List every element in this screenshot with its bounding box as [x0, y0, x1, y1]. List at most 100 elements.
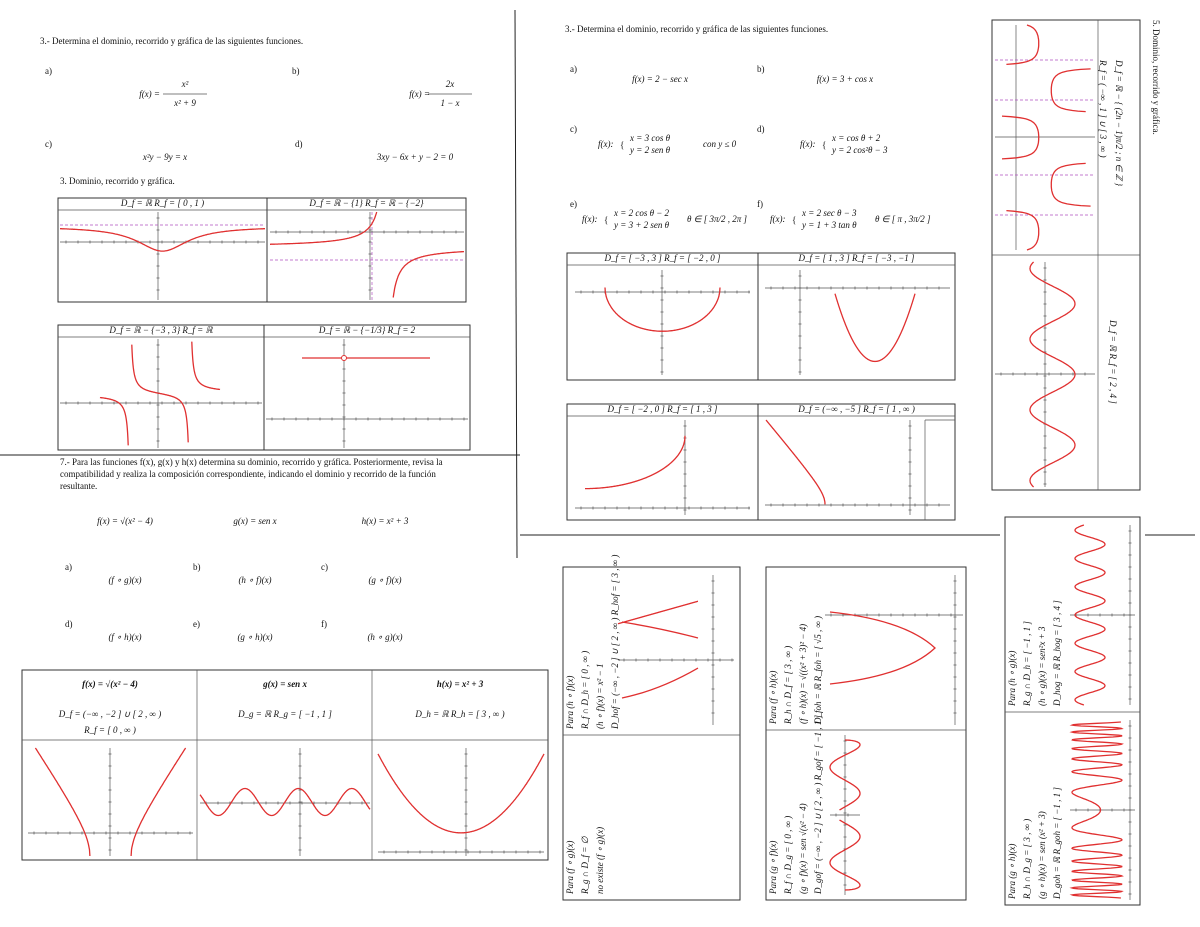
brace: {	[822, 140, 826, 150]
text: (f ∘ h)(x) = √((x² + 3)² − 4)	[798, 624, 808, 724]
text: Para (h ∘ g)(x)	[1007, 651, 1017, 707]
text: 1 − x	[440, 98, 459, 108]
text: R_g ∩ D_f = ∅	[580, 835, 590, 895]
text: Para (f ∘ g)(x)	[565, 841, 575, 895]
text: x² + 9	[173, 98, 196, 108]
text: a)	[45, 66, 52, 76]
text: f(x):	[582, 214, 598, 224]
text: x = 2 cos θ − 2	[613, 208, 670, 218]
text: R_f ∩ D_h = [ 0 , ∞ )	[580, 651, 590, 730]
curve	[585, 435, 686, 490]
text: D_f = ℝ R_f = [ 0 , 1 )	[120, 198, 204, 208]
text: f(x) = 3 + cos x	[817, 74, 873, 84]
text: D_f = ℝ R_f = [ 2 , 4 ]	[1108, 319, 1118, 404]
text: h(x) = x² + 3	[362, 516, 409, 526]
text: (f ∘ h)(x)	[108, 632, 141, 642]
panel	[566, 252, 759, 381]
panel	[21, 669, 549, 861]
text: R_f ∩ D_g = [ 0 , ∞ )	[783, 816, 793, 895]
panel	[562, 566, 741, 901]
text: d)	[65, 619, 73, 629]
text: x = 2 sec θ − 3	[801, 208, 857, 218]
text: b)	[757, 64, 765, 74]
brace: {	[620, 140, 624, 150]
curve	[99, 341, 221, 446]
text: x = cos θ + 2	[831, 133, 881, 143]
text: θ ∈ [ 3π/2 , 2π ]	[687, 214, 748, 224]
brace: {	[604, 215, 608, 225]
text: x²y − 9y = x	[142, 152, 187, 162]
text: D_f = [ −3 , 3 ] R_f = [ −2 , 0 ]	[603, 253, 721, 263]
text: b)	[292, 66, 300, 76]
text: con y ≤ 0	[703, 139, 737, 149]
text: (h ∘ f)(x)	[238, 575, 271, 585]
curve	[604, 287, 721, 332]
text: Para (g ∘ h)(x)	[1007, 844, 1017, 900]
panel	[1004, 516, 1141, 906]
text: g(x) = sen x	[233, 516, 276, 526]
open-point	[341, 355, 347, 361]
text: f(x) =	[139, 89, 160, 99]
curve	[765, 419, 826, 505]
curve	[829, 819, 861, 891]
curve	[377, 753, 545, 834]
text: 3. Dominio, recorrido y gráfica.	[60, 176, 175, 186]
text: θ ∈ [ π , 3π/2 ]	[875, 214, 931, 224]
text: c)	[570, 124, 577, 134]
text: D_f = [ 1 , 3 ] R_f = [ −3 , −1 ]	[797, 253, 915, 263]
text: D_g = ℝ R_g = [ −1 , 1 ]	[237, 709, 332, 719]
text: 7.- Para las funciones f(x), g(x) y h(x)…	[60, 457, 443, 467]
text: R_h ∩ D_f = [ 3 , ∞ )	[783, 646, 793, 725]
text: d)	[757, 124, 765, 134]
text: D_f = [ −2 , 0 ] R_f = [ 1 , 3 ]	[607, 404, 718, 414]
text: D_gof = (−∞ , −2 ] ∪ [ 2 , ∞ ) R_gof = […	[813, 714, 823, 895]
text: Para (h ∘ f)(x)	[565, 676, 575, 730]
text: D_hof = (−∞ , −2 ] ∪ [ 2 , ∞ ) R_hof = […	[610, 555, 620, 730]
text: Para (f ∘ h)(x)	[768, 671, 778, 725]
text: D_f = (−∞ , −2 ] ∪ [ 2 , ∞ )	[58, 709, 161, 719]
text: R_f = ( −∞ , 1 ] ∪ [ 3 , ∞ )	[1098, 59, 1108, 158]
text: 3.- Determina el dominio, recorrido y gr…	[565, 24, 828, 34]
panel	[757, 252, 956, 381]
text: f(x) =	[409, 89, 430, 99]
text: g(x) = sen x	[262, 679, 307, 689]
curve	[621, 667, 699, 699]
text: f(x):	[770, 214, 786, 224]
text: b)	[193, 562, 201, 572]
text: y = 2 sen θ	[629, 145, 671, 155]
text: x = 3 cos θ	[629, 133, 671, 143]
panel	[566, 403, 759, 521]
text: compatibilidad y realiza la composición …	[60, 469, 436, 479]
text: (g ∘ f)(x) = sen √(x² − 4)	[798, 803, 808, 894]
text: f(x) = √(x² − 4)	[97, 516, 153, 526]
panel	[263, 324, 471, 451]
text: (h ∘ f)(x) = x² − 1	[595, 664, 605, 729]
panel	[57, 197, 268, 303]
panel	[765, 566, 967, 901]
text: y = 3 + 2 sen θ	[613, 220, 670, 230]
text: d)	[295, 139, 303, 149]
text: 3xy − 6x + y − 2 = 0	[376, 152, 454, 162]
text: Para (g ∘ f)(x)	[768, 841, 778, 895]
text: c)	[321, 562, 328, 572]
text: R_h ∩ D_g = [ 3 , ∞ )	[1022, 819, 1032, 900]
text: 2x	[446, 79, 455, 89]
curve	[829, 611, 936, 685]
text: (h ∘ g)(x)	[367, 632, 402, 642]
curve	[34, 747, 187, 857]
text: (h ∘ g)(x) = sen²x + 3	[1037, 626, 1047, 706]
curve	[270, 211, 464, 298]
text: no existe (f ∘ g)(x)	[595, 827, 605, 894]
text: resultante.	[60, 481, 97, 491]
text: f(x) = 2 − sec x	[632, 74, 688, 84]
text: D_h = ℝ R_h = [ 3 , ∞ )	[414, 709, 504, 719]
text: D_hog = ℝ R_hog = [ 3 , 4 ]	[1052, 600, 1062, 707]
text: D_f = ℝ − { (2n − 1)π/2 ; n ∈ ℤ }	[1114, 59, 1124, 186]
text: e)	[570, 199, 577, 209]
text: f(x) = √(x² − 4)	[82, 679, 138, 689]
text: (g ∘ f)(x)	[368, 575, 401, 585]
curve	[1029, 261, 1076, 488]
text: e)	[193, 619, 200, 629]
text: a)	[65, 562, 72, 572]
text: c)	[45, 139, 52, 149]
